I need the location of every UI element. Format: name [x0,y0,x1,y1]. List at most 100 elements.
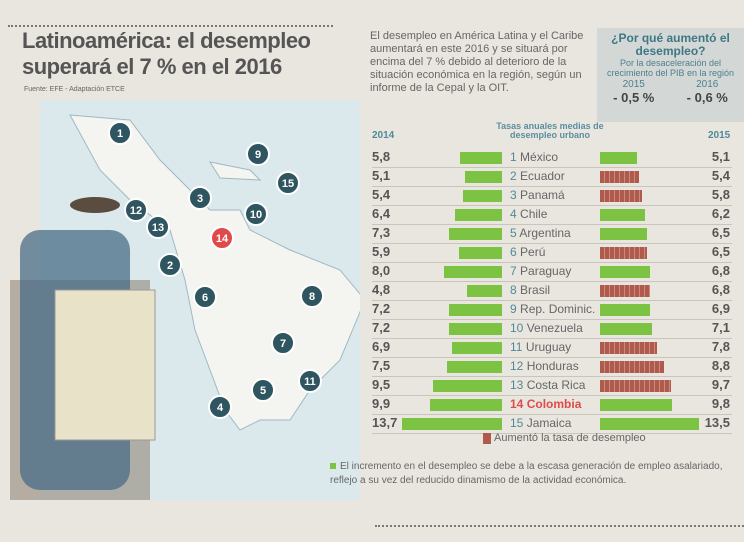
country-name: Brasil [520,283,551,297]
country-number: 1 [510,150,517,164]
footnote: El incremento en el desempleo se debe a … [330,460,730,488]
country-label: 15 Jamaica [510,416,571,430]
country-name: Paraguay [520,264,572,278]
country-number: 5 [510,226,517,240]
table-row: 7,2 10 Venezuela 7,1 [372,319,732,339]
value-2014: 7,3 [372,225,391,240]
map-marker [300,284,324,308]
bar-2015 [600,209,646,221]
table-row: 7,2 9 Rep. Dominic. 6,9 [372,300,732,320]
map-marker [193,285,217,309]
value-2014: 5,8 [372,149,391,164]
country-label: 1 México [510,150,558,164]
map-caribbean [208,161,262,181]
table-row: 5,8 1 México 5,1 [372,148,732,168]
map-marker [271,331,295,355]
year-2015-header: 2015 [708,130,731,141]
country-number: 7 [510,264,517,278]
lottery-tickets [54,289,156,441]
country-number: 12 [510,359,524,373]
year-2014-header: 2014 [372,130,395,141]
map-marker [208,395,232,419]
table-row: 6,4 4 Chile 6,2 [372,205,732,225]
map-marker-number: 7 [280,338,286,350]
table-row: 13,7 15 Jamaica 13,5 [372,414,732,434]
value-2014: 5,1 [372,168,391,183]
bar-2014 [443,266,502,278]
country-name: Costa Rica [526,378,586,392]
map-marker [158,253,182,277]
table-row: 7,5 12 Honduras 8,8 [372,357,732,377]
value-2014: 9,9 [372,396,391,411]
bar-2014 [432,380,502,392]
country-number: 6 [510,245,517,259]
top-rule [8,25,333,27]
bar-2015 [600,399,672,411]
legend-label: Aumentó la tasa de desempleo [494,432,646,444]
table-row: 6,9 11 Uruguay 7,8 [372,338,732,358]
country-label: 10 Venezuela [510,321,583,335]
value-2014: 6,4 [372,206,391,221]
map-marker [251,378,275,402]
map-marker [146,215,170,239]
table-row: 5,4 3 Panamá 5,8 [372,186,732,206]
bar-2014 [464,171,502,183]
country-number: 2 [510,169,517,183]
country-name: Colombia [526,397,582,411]
value-2014: 7,2 [372,301,391,316]
bar-2014 [447,361,502,373]
country-label: 6 Perú [510,245,545,259]
bar-2015 [600,152,638,164]
value-2015: 5,8 [711,187,730,202]
country-number: 11 [510,340,523,354]
bar-2014 [449,323,502,335]
value-2015: 6,8 [711,263,730,278]
value-2015: 5,4 [711,168,730,183]
value-2015: 8,8 [711,358,730,373]
map-marker-number: 4 [217,402,224,414]
value-2015: 6,5 [711,225,730,240]
value-2014: 4,8 [372,282,391,297]
bar-2015 [600,247,648,259]
bar-2015 [600,266,650,278]
value-2015: 6,5 [711,244,730,259]
country-name: Chile [520,207,548,221]
bar-2015 [600,342,657,354]
bar-2015 [600,323,652,335]
why-value-2016: - 0,6 % [686,90,728,105]
bar-2014 [462,190,502,202]
bar-2015 [600,361,665,373]
bottom-rule [375,525,744,527]
value-2014: 6,9 [372,339,391,354]
country-name: Perú [520,245,546,259]
value-2015: 9,8 [711,396,730,411]
value-2015: 7,1 [711,320,730,335]
country-name: Venezuela [526,321,583,335]
map-marker-number: 2 [167,260,173,272]
source-credit: Fuente: EFE - Adaptación ETCE [24,86,125,93]
country-label: 5 Argentina [510,226,571,240]
country-label: 3 Panamá [510,188,565,202]
map-marker [188,186,212,210]
table-title: Tasas anuales medias de desempleo urbano [496,121,604,140]
country-label: 12 Honduras [510,359,579,373]
bar-2015 [600,304,651,316]
map-marker-number: 5 [260,385,266,397]
map-marker [108,121,132,145]
value-2014: 5,9 [372,244,391,259]
country-label: 8 Brasil [510,283,550,297]
bar-2015 [600,418,699,430]
value-2014: 7,2 [372,320,391,335]
bar-2014 [402,418,502,430]
country-name: Panamá [520,188,565,202]
bar-2015 [600,228,648,240]
country-number: 10 [510,321,524,335]
green-bullet-icon [330,463,336,469]
country-name: Rep. Dominic. [520,302,596,316]
table-row: 7,3 5 Argentina 6,5 [372,224,732,244]
country-name: Argentina [519,226,571,240]
bar-2014 [448,228,502,240]
value-2015: 6,9 [711,301,730,316]
why-year-2015: 2015 [622,79,645,90]
country-number: 8 [510,283,517,297]
